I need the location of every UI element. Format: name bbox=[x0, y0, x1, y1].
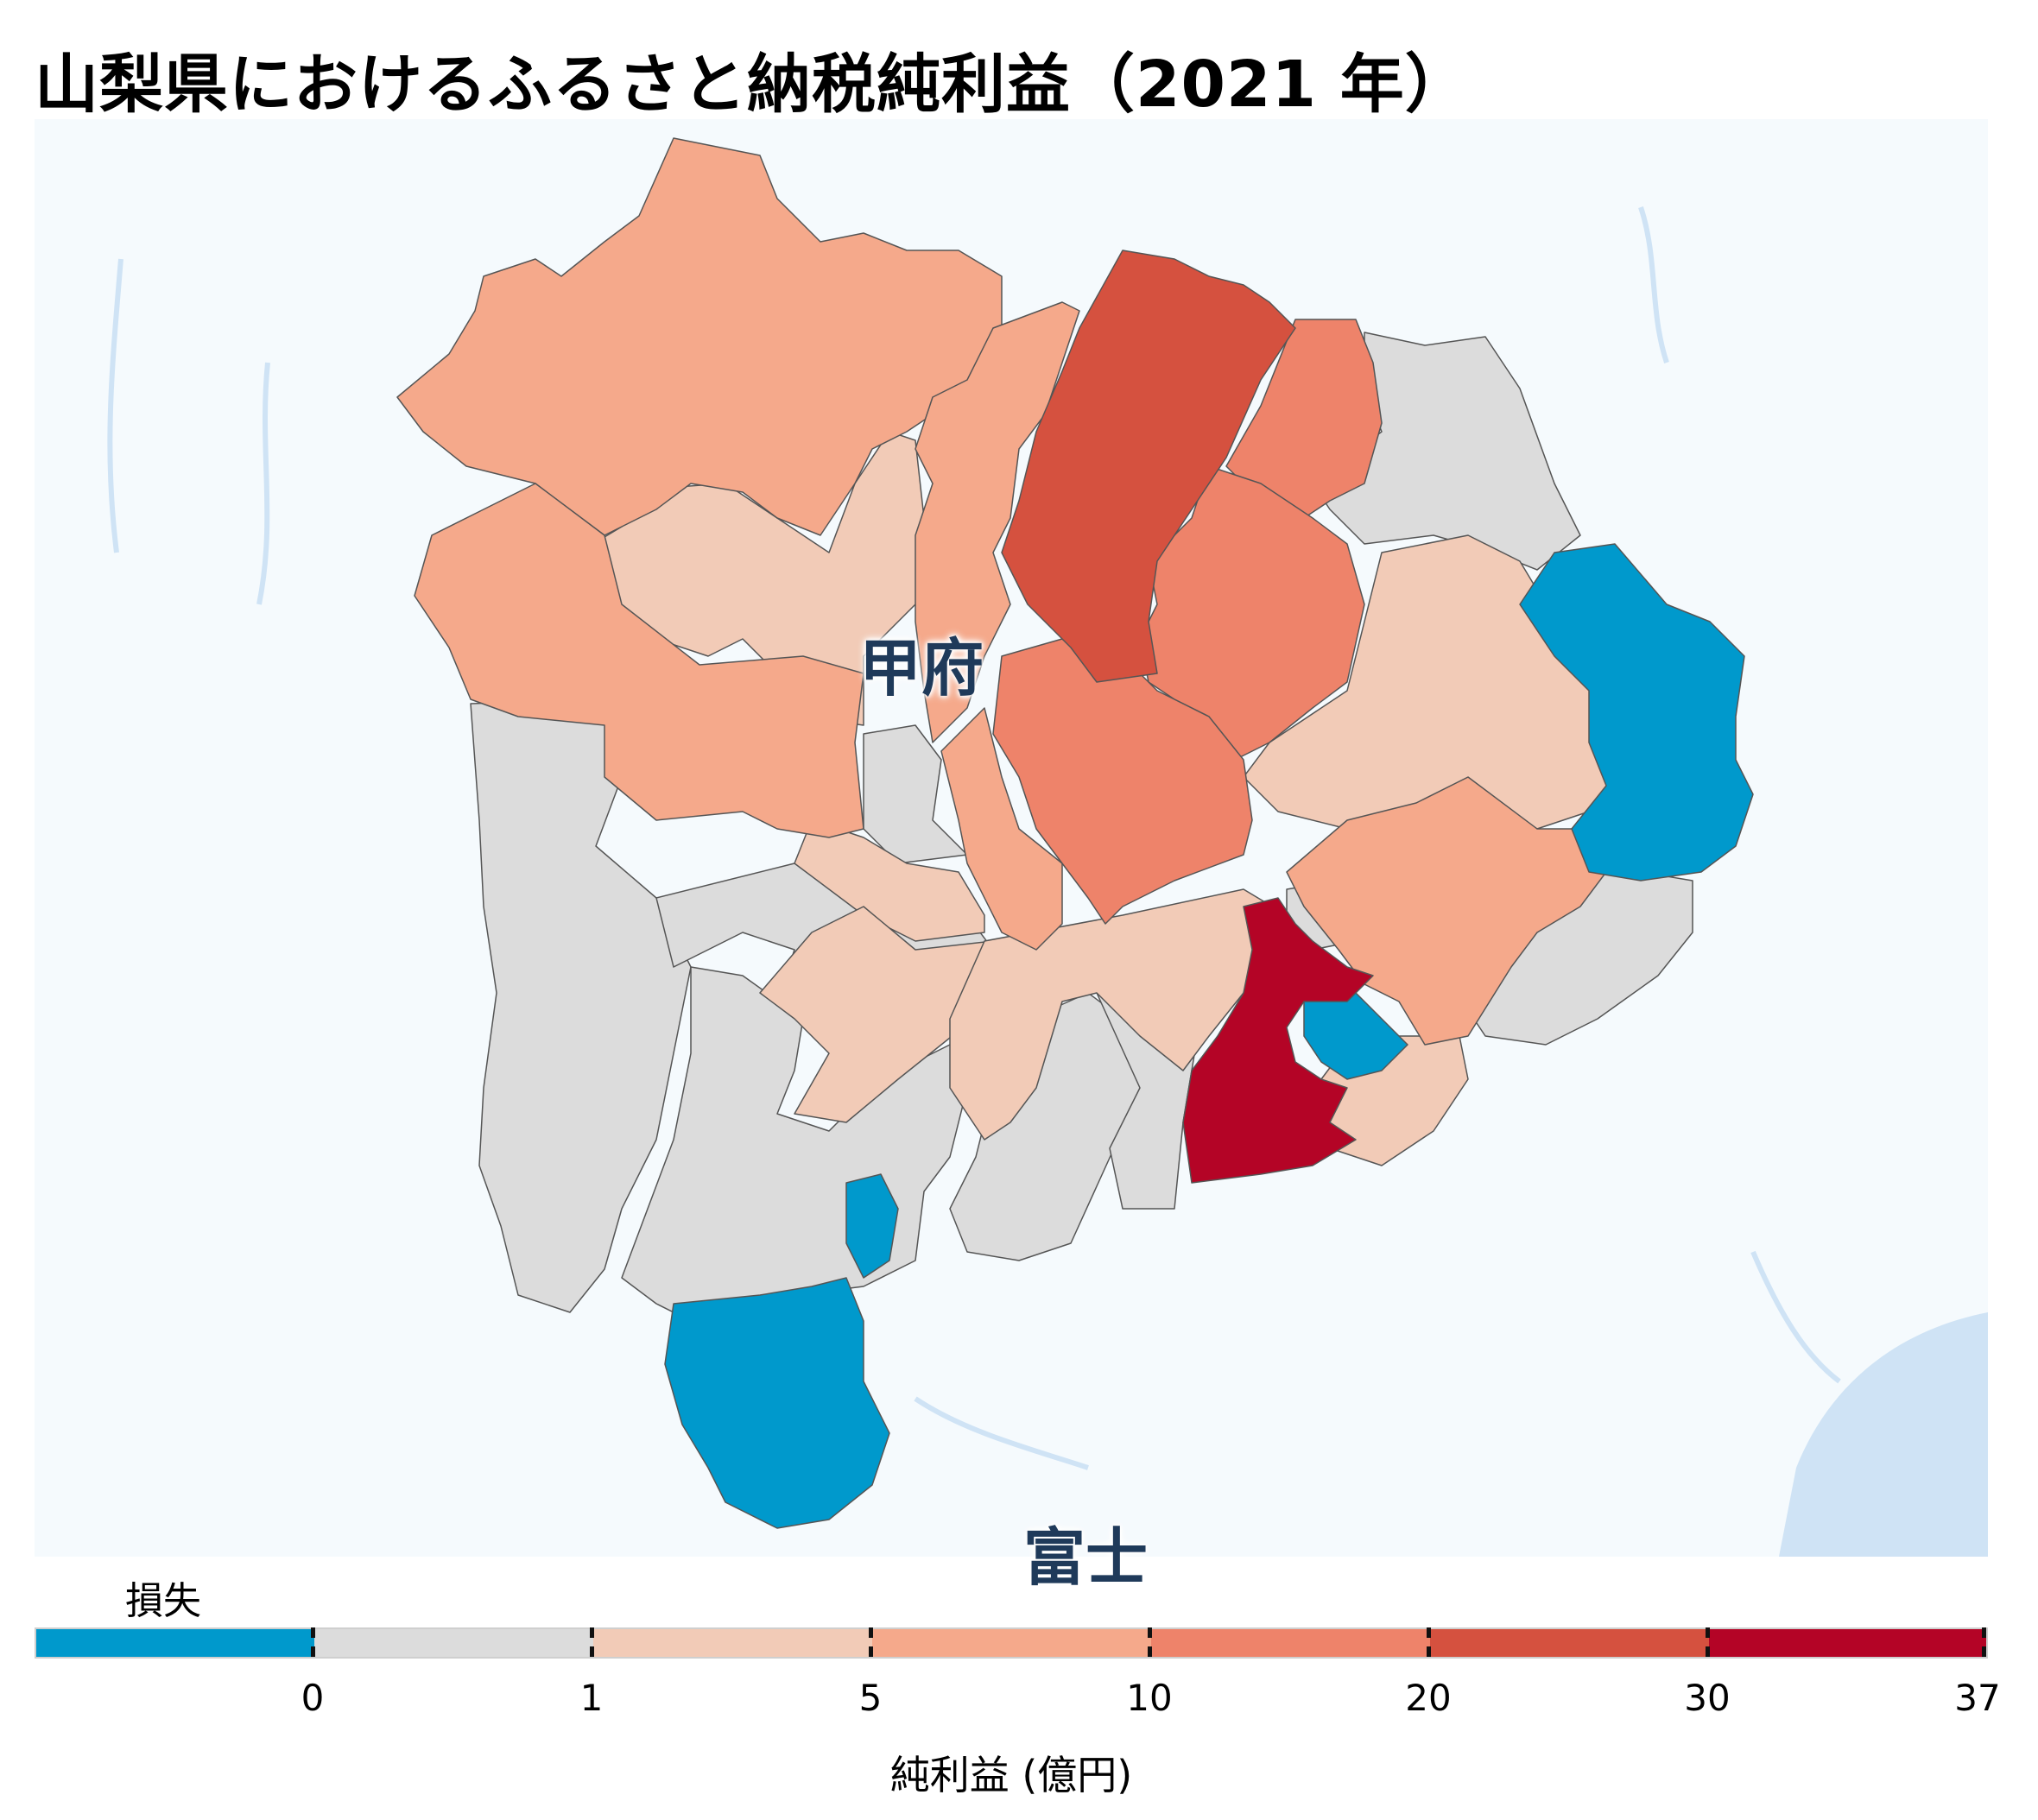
city-label-kofu: 甲府 bbox=[859, 632, 984, 705]
tick-label-20: 20 bbox=[1405, 1677, 1452, 1719]
region-north-west-large bbox=[396, 137, 1003, 536]
tick-mark-10-bottom bbox=[1148, 1646, 1152, 1657]
region-south-loss bbox=[664, 1277, 890, 1529]
colorbar-bin-0-1 bbox=[314, 1629, 593, 1657]
lake-water bbox=[1779, 1312, 1988, 1557]
tick-mark-5 bbox=[869, 1627, 873, 1638]
tick-mark-0-bottom bbox=[311, 1646, 315, 1657]
region-north-center bbox=[1001, 250, 1296, 683]
region-north-center-strip bbox=[915, 301, 1080, 743]
tick-label-10: 10 bbox=[1126, 1677, 1173, 1719]
tick-mark-30-bottom bbox=[1706, 1646, 1710, 1657]
region-south-center-light bbox=[759, 906, 1011, 1123]
tick-mark-0 bbox=[311, 1627, 315, 1638]
region-fujiyoshida bbox=[1182, 897, 1374, 1184]
region-west bbox=[470, 698, 692, 1313]
tick-mark-20-bottom bbox=[1427, 1646, 1431, 1657]
colorbar-bin-20-30 bbox=[1430, 1629, 1709, 1657]
tick-label-30: 30 bbox=[1684, 1677, 1731, 1719]
map-area[interactable] bbox=[35, 119, 1988, 1557]
city-label-fuji: 富士 bbox=[1023, 1521, 1149, 1594]
colorbar-bin-30-37 bbox=[1709, 1629, 1986, 1657]
tick-mark-37-bottom bbox=[1982, 1646, 1986, 1657]
colorbar bbox=[35, 1627, 1988, 1659]
river bbox=[107, 206, 1841, 1470]
tick-mark-37 bbox=[1982, 1627, 1986, 1638]
tick-label-37: 37 bbox=[1954, 1677, 2001, 1719]
colorbar-bin-1-5 bbox=[593, 1629, 872, 1657]
region-center-strip-south bbox=[940, 707, 1063, 951]
region-west-middle bbox=[414, 483, 864, 838]
region-southwest-loss bbox=[845, 1173, 899, 1279]
legend-axis-label: 純利益 (億円) bbox=[889, 1752, 1133, 1798]
tick-label-5: 5 bbox=[858, 1677, 883, 1719]
region-center-small bbox=[863, 724, 968, 864]
colorbar-bin-10-20 bbox=[1151, 1629, 1430, 1657]
legend-loss-label: 損失 bbox=[125, 1579, 201, 1623]
choropleth-map bbox=[35, 119, 1988, 1557]
region-north-center-east bbox=[1225, 319, 1383, 519]
tick-mark-5-bottom bbox=[869, 1646, 873, 1657]
tick-label-0: 0 bbox=[301, 1677, 325, 1719]
map-title: 山梨県におけるふるさと納税純利益（2021 年） bbox=[35, 47, 1470, 122]
tick-mark-1-bottom bbox=[590, 1646, 594, 1657]
tick-mark-10 bbox=[1148, 1627, 1152, 1638]
region-south-west bbox=[621, 966, 1003, 1330]
tick-mark-1 bbox=[590, 1627, 594, 1638]
tick-label-1: 1 bbox=[579, 1677, 604, 1719]
colorbar-bin-loss bbox=[36, 1629, 314, 1657]
tick-mark-20 bbox=[1427, 1627, 1431, 1638]
region-east-loss bbox=[1519, 543, 1754, 882]
region-center-light bbox=[794, 819, 985, 942]
tick-mark-30 bbox=[1706, 1627, 1710, 1638]
colorbar-bin-5-10 bbox=[872, 1629, 1151, 1657]
